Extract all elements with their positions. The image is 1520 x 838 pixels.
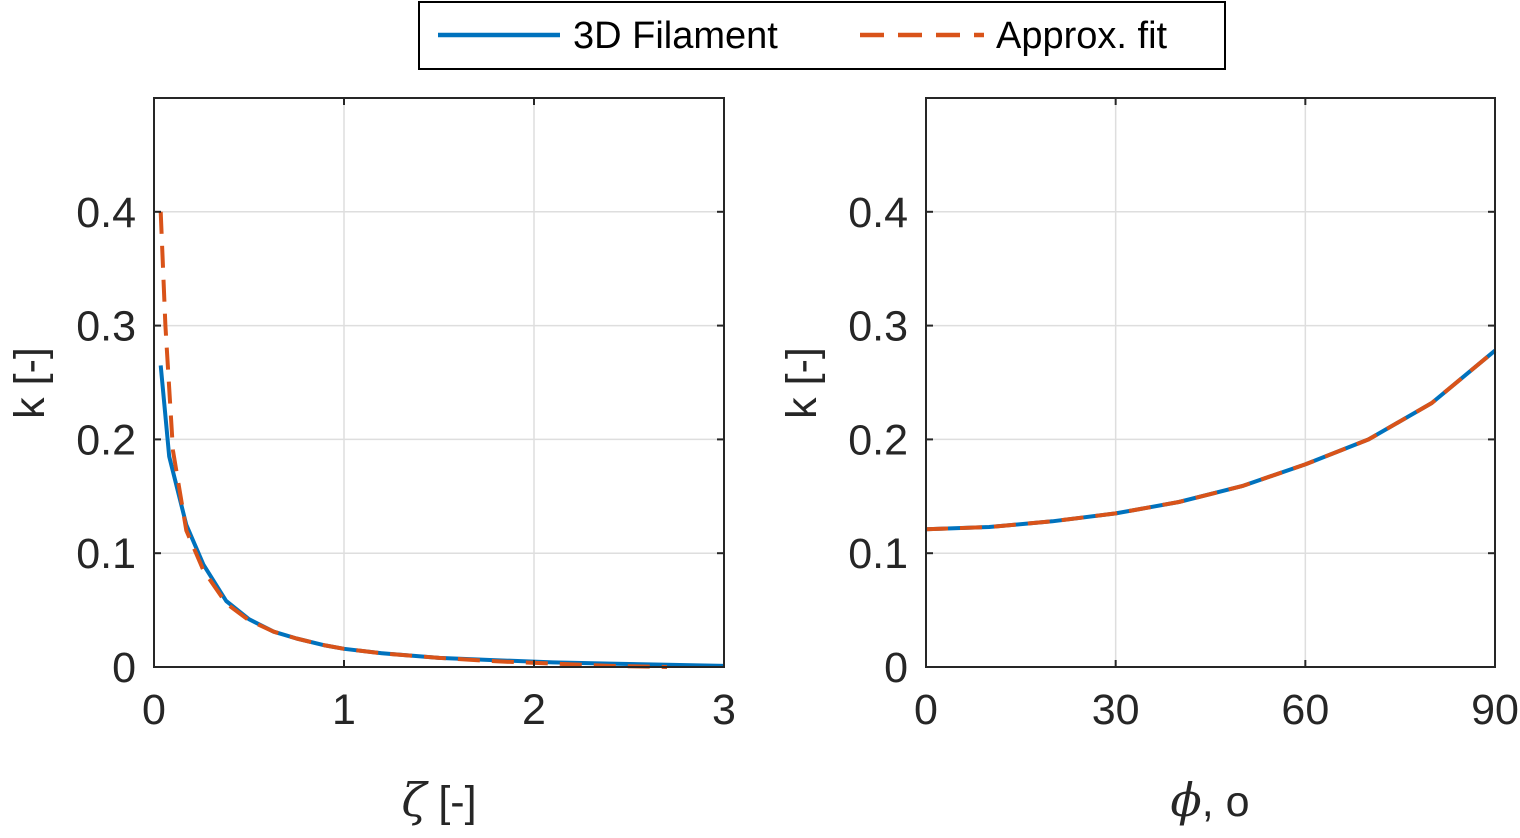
right-ytick-label: 0.4 (848, 189, 908, 237)
right-xtick-label: 30 (1092, 686, 1140, 734)
right-series-approx-fit-line (925, 349, 1497, 532)
left-plot: 0 1 2 3 0 0.1 0.2 0.3 0.4 ζ [-] k [-] (6, 97, 736, 827)
right-xtick-label: 0 (914, 686, 938, 734)
left-plot-series (158, 211, 725, 669)
right-xtick-label: 90 (1471, 686, 1519, 734)
right-ytick-label: 0 (884, 644, 908, 692)
left-xtick-label: 0 (142, 686, 166, 734)
left-plot-ytick-labels: 0 0.1 0.2 0.3 0.4 (76, 189, 136, 692)
left-ytick-label: 0.3 (76, 303, 136, 351)
left-plot-xlabel: ζ [-] (401, 773, 476, 827)
left-plot-ylabel: k [-] (6, 347, 54, 419)
right-plot-frame (925, 97, 1496, 668)
legend-label-0: 3D Filament (573, 15, 778, 57)
left-plot-xlabel-rest: [-] (426, 778, 476, 826)
left-xtick-label: 1 (332, 686, 356, 734)
left-ytick-label: 0 (112, 644, 136, 692)
left-ytick-label: 0.2 (76, 416, 136, 464)
right-plot-xlabel-symbol: ϕ (1170, 773, 1201, 827)
right-plot-ytick-labels: 0 0.1 0.2 0.3 0.4 (848, 189, 908, 692)
left-xtick-label: 3 (712, 686, 736, 734)
left-ytick-label: 0.1 (76, 530, 136, 578)
left-plot-background (154, 98, 724, 667)
right-plot: 0 30 60 90 0 0.1 0.2 0.3 0.4 ϕ, o k [-] (778, 97, 1519, 827)
right-ytick-label: 0.3 (848, 303, 908, 351)
left-xtick-label: 2 (522, 686, 546, 734)
right-ytick-label: 0.1 (848, 530, 908, 578)
right-ytick-label: 0.2 (848, 416, 908, 464)
right-plot-ticks (925, 98, 1496, 668)
right-plot-ylabel: k [-] (778, 347, 826, 419)
right-xtick-label: 60 (1281, 686, 1329, 734)
left-plot-xlabel-symbol: ζ (401, 773, 429, 827)
legend: 3D Filament Approx. fit (418, 1, 1226, 70)
left-series-approx-fit-line (158, 211, 668, 669)
right-plot-xlabel: ϕ, o (1170, 773, 1249, 827)
right-plot-xtick-labels: 0 30 60 90 (914, 686, 1519, 734)
right-plot-xlabel-rest: , o (1202, 778, 1250, 826)
right-plot-series (925, 349, 1497, 532)
left-plot-ticks (153, 98, 725, 668)
left-plot-xtick-labels: 0 1 2 3 (142, 686, 736, 734)
left-ytick-label: 0.4 (76, 189, 136, 237)
right-plot-background (926, 98, 1495, 667)
legend-label-1: Approx. fit (996, 15, 1168, 57)
left-plot-frame (153, 97, 725, 668)
